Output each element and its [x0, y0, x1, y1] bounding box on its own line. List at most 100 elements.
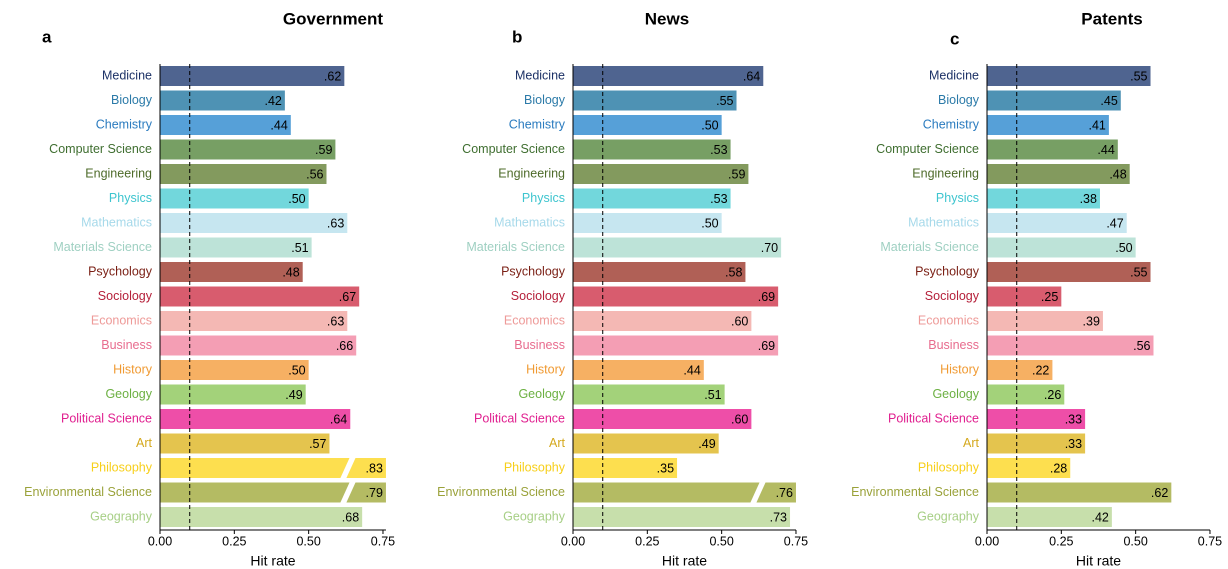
value-label: .70 [761, 241, 778, 255]
value-label: .26 [1044, 388, 1061, 402]
value-label: .57 [309, 437, 326, 451]
value-label: .73 [770, 510, 787, 524]
value-label: .42 [1091, 510, 1108, 524]
bar [573, 384, 725, 405]
category-label: History [526, 362, 566, 376]
value-label: .48 [282, 265, 299, 279]
bar [160, 458, 386, 478]
category-label: Environmental Science [851, 485, 979, 499]
value-label: .41 [1089, 118, 1106, 132]
category-label: Biology [938, 93, 980, 107]
bar [160, 311, 348, 331]
category-label: Sociology [511, 289, 566, 303]
category-label: Economics [91, 313, 152, 327]
category-label: Mathematics [908, 215, 979, 229]
bar [987, 237, 1136, 258]
bar [573, 139, 731, 160]
x-tick-label: 0.25 [1049, 534, 1073, 548]
category-label: History [113, 362, 153, 376]
chart-title: Patents [1081, 9, 1142, 28]
bar [160, 433, 330, 454]
x-axis-label: Hit rate [1076, 553, 1121, 569]
category-label: Geology [932, 387, 979, 401]
bar [573, 409, 752, 429]
value-label: .38 [1080, 192, 1097, 206]
value-label: .76 [776, 486, 793, 500]
category-label: Philosophy [91, 460, 153, 474]
bar [160, 262, 303, 282]
bar [987, 384, 1065, 405]
bar [987, 311, 1103, 331]
bar [573, 213, 722, 233]
bar [573, 360, 704, 380]
value-label: .45 [1100, 94, 1117, 108]
x-tick-label: 0.75 [371, 534, 395, 548]
bar [160, 384, 306, 405]
axis-break [749, 481, 766, 504]
value-label: .53 [710, 192, 727, 206]
category-label: Computer Science [49, 142, 152, 156]
bar [987, 66, 1151, 86]
value-label: .60 [731, 314, 748, 328]
bar [987, 188, 1100, 209]
bar [160, 139, 336, 160]
value-label: .69 [758, 290, 775, 304]
value-label: .63 [327, 314, 344, 328]
category-label: Sociology [98, 289, 153, 303]
category-label: Chemistry [509, 117, 566, 131]
x-tick-label: 0.25 [635, 534, 659, 548]
category-label: History [940, 362, 980, 376]
bar [160, 507, 363, 527]
category-label: Biology [111, 93, 153, 107]
value-label: .68 [342, 510, 359, 524]
bar [987, 433, 1086, 454]
value-label: .55 [716, 94, 733, 108]
bar [160, 90, 285, 111]
value-label: .56 [306, 167, 323, 181]
bar [987, 213, 1127, 233]
category-label: Physics [936, 191, 979, 205]
value-label: .60 [731, 412, 748, 426]
bar [160, 188, 309, 209]
category-label: Art [136, 436, 153, 450]
chart-title: News [645, 9, 689, 28]
value-label: .62 [324, 69, 341, 83]
value-label: .49 [698, 437, 715, 451]
bar [573, 66, 764, 86]
category-label: Economics [918, 313, 979, 327]
bar [573, 482, 796, 503]
category-label: Computer Science [462, 142, 565, 156]
value-label: .50 [288, 363, 305, 377]
category-label: Materials Science [53, 240, 152, 254]
value-label: .48 [1109, 167, 1126, 181]
category-label: Engineering [498, 166, 565, 180]
bar [573, 311, 752, 331]
value-label: .47 [1106, 216, 1123, 230]
x-axis-label: Hit rate [250, 553, 295, 569]
category-label: Business [928, 338, 979, 352]
value-label: .33 [1065, 437, 1082, 451]
category-label: Philosophy [918, 460, 980, 474]
bar [160, 482, 386, 503]
category-label: Biology [524, 93, 566, 107]
category-label: Political Science [474, 411, 565, 425]
category-label: Materials Science [880, 240, 979, 254]
category-label: Sociology [925, 289, 980, 303]
category-label: Engineering [85, 166, 152, 180]
category-label: Geography [503, 509, 566, 523]
bar [160, 213, 348, 233]
value-label: .79 [366, 486, 383, 500]
category-label: Business [514, 338, 565, 352]
bar [160, 335, 357, 356]
bar [573, 90, 737, 111]
value-label: .39 [1083, 314, 1100, 328]
panel-letter: a [42, 27, 52, 46]
value-label: .50 [701, 216, 718, 230]
value-label: .55 [1130, 265, 1147, 279]
value-label: .49 [285, 388, 302, 402]
value-label: .56 [1133, 339, 1150, 353]
category-label: Mathematics [81, 215, 152, 229]
value-label: .50 [701, 118, 718, 132]
bar [987, 409, 1086, 429]
category-label: Psychology [88, 264, 153, 278]
